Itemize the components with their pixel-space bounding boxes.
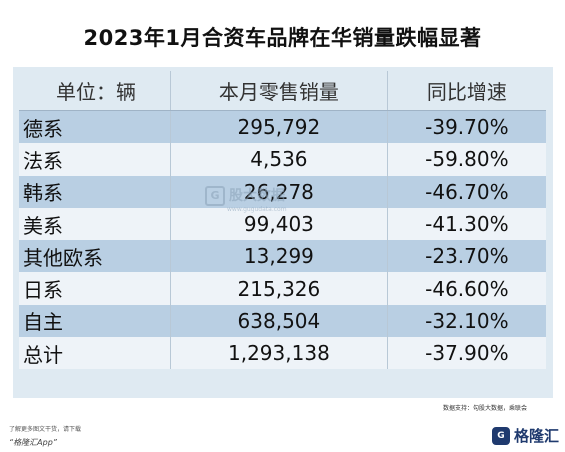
brand-logo: G 格隆汇 <box>491 425 559 446</box>
footer-download-hint: 了解更多图文干货，请下载 <box>9 426 82 433</box>
table-row-total: 总计 1,293,138 -37.90% <box>19 337 546 370</box>
row-growth: -41.30% <box>387 207 546 241</box>
row-growth: -37.90% <box>387 337 546 370</box>
table-header-row: 单位：辆 本月零售销量 同比增速 <box>19 71 546 111</box>
row-sales: 295,792 <box>170 110 388 144</box>
row-category: 其他欧系 <box>19 240 171 273</box>
data-source-note: 数据支持：勾股大数据，乘联会 <box>442 405 527 412</box>
table-row: 美系 99,403 -41.30% <box>19 207 546 241</box>
row-growth: -46.60% <box>387 272 546 305</box>
row-category: 韩系 <box>19 175 171 208</box>
row-category: 自主 <box>19 304 171 338</box>
table-row: 法系 4,536 -59.80% <box>19 143 546 176</box>
brand-logo-icon: G <box>491 426 510 445</box>
row-sales: 638,504 <box>170 304 388 338</box>
row-growth: -23.70% <box>387 240 546 273</box>
sales-table: 单位：辆 本月零售销量 同比增速 德系 295,792 -39.70% 法系 4… <box>19 71 546 370</box>
header-unit: 单位：辆 <box>19 71 171 111</box>
brand-logo-text: 格隆汇 <box>513 427 559 445</box>
header-yoy-growth: 同比增速 <box>387 71 546 111</box>
row-growth: -59.80% <box>387 143 546 176</box>
row-category: 美系 <box>19 207 171 241</box>
table-row: 自主 638,504 -32.10% <box>19 304 546 338</box>
row-sales: 215,326 <box>170 272 388 305</box>
row-sales: 13,299 <box>170 240 388 273</box>
page-title: 2023年1月合资车品牌在华销量跌幅显著 <box>83 26 482 50</box>
row-growth: -46.70% <box>387 175 546 208</box>
table-row: 日系 215,326 -46.60% <box>19 272 546 305</box>
row-category: 日系 <box>19 272 171 305</box>
row-sales: 99,403 <box>170 207 388 241</box>
row-category: 法系 <box>19 143 171 176</box>
watermark-text: 股大数据 <box>229 188 285 204</box>
header-monthly-sales: 本月零售销量 <box>170 71 388 111</box>
row-growth: -39.70% <box>387 110 546 144</box>
table-row: 德系 295,792 -39.70% <box>19 110 546 144</box>
watermark-logo-icon: G <box>205 186 225 206</box>
footer-app-name: “格隆汇App” <box>9 438 57 447</box>
row-sales: 1,293,138 <box>170 337 388 370</box>
watermark: G 股大数据 www.gugudata.com <box>205 185 287 213</box>
row-category: 总计 <box>19 337 171 370</box>
row-growth: -32.10% <box>387 304 546 338</box>
row-category: 德系 <box>19 110 171 144</box>
row-sales: 4,536 <box>170 143 388 176</box>
watermark-url: www.gugudata.com <box>227 206 287 213</box>
table-row: 其他欧系 13,299 -23.70% <box>19 240 546 273</box>
